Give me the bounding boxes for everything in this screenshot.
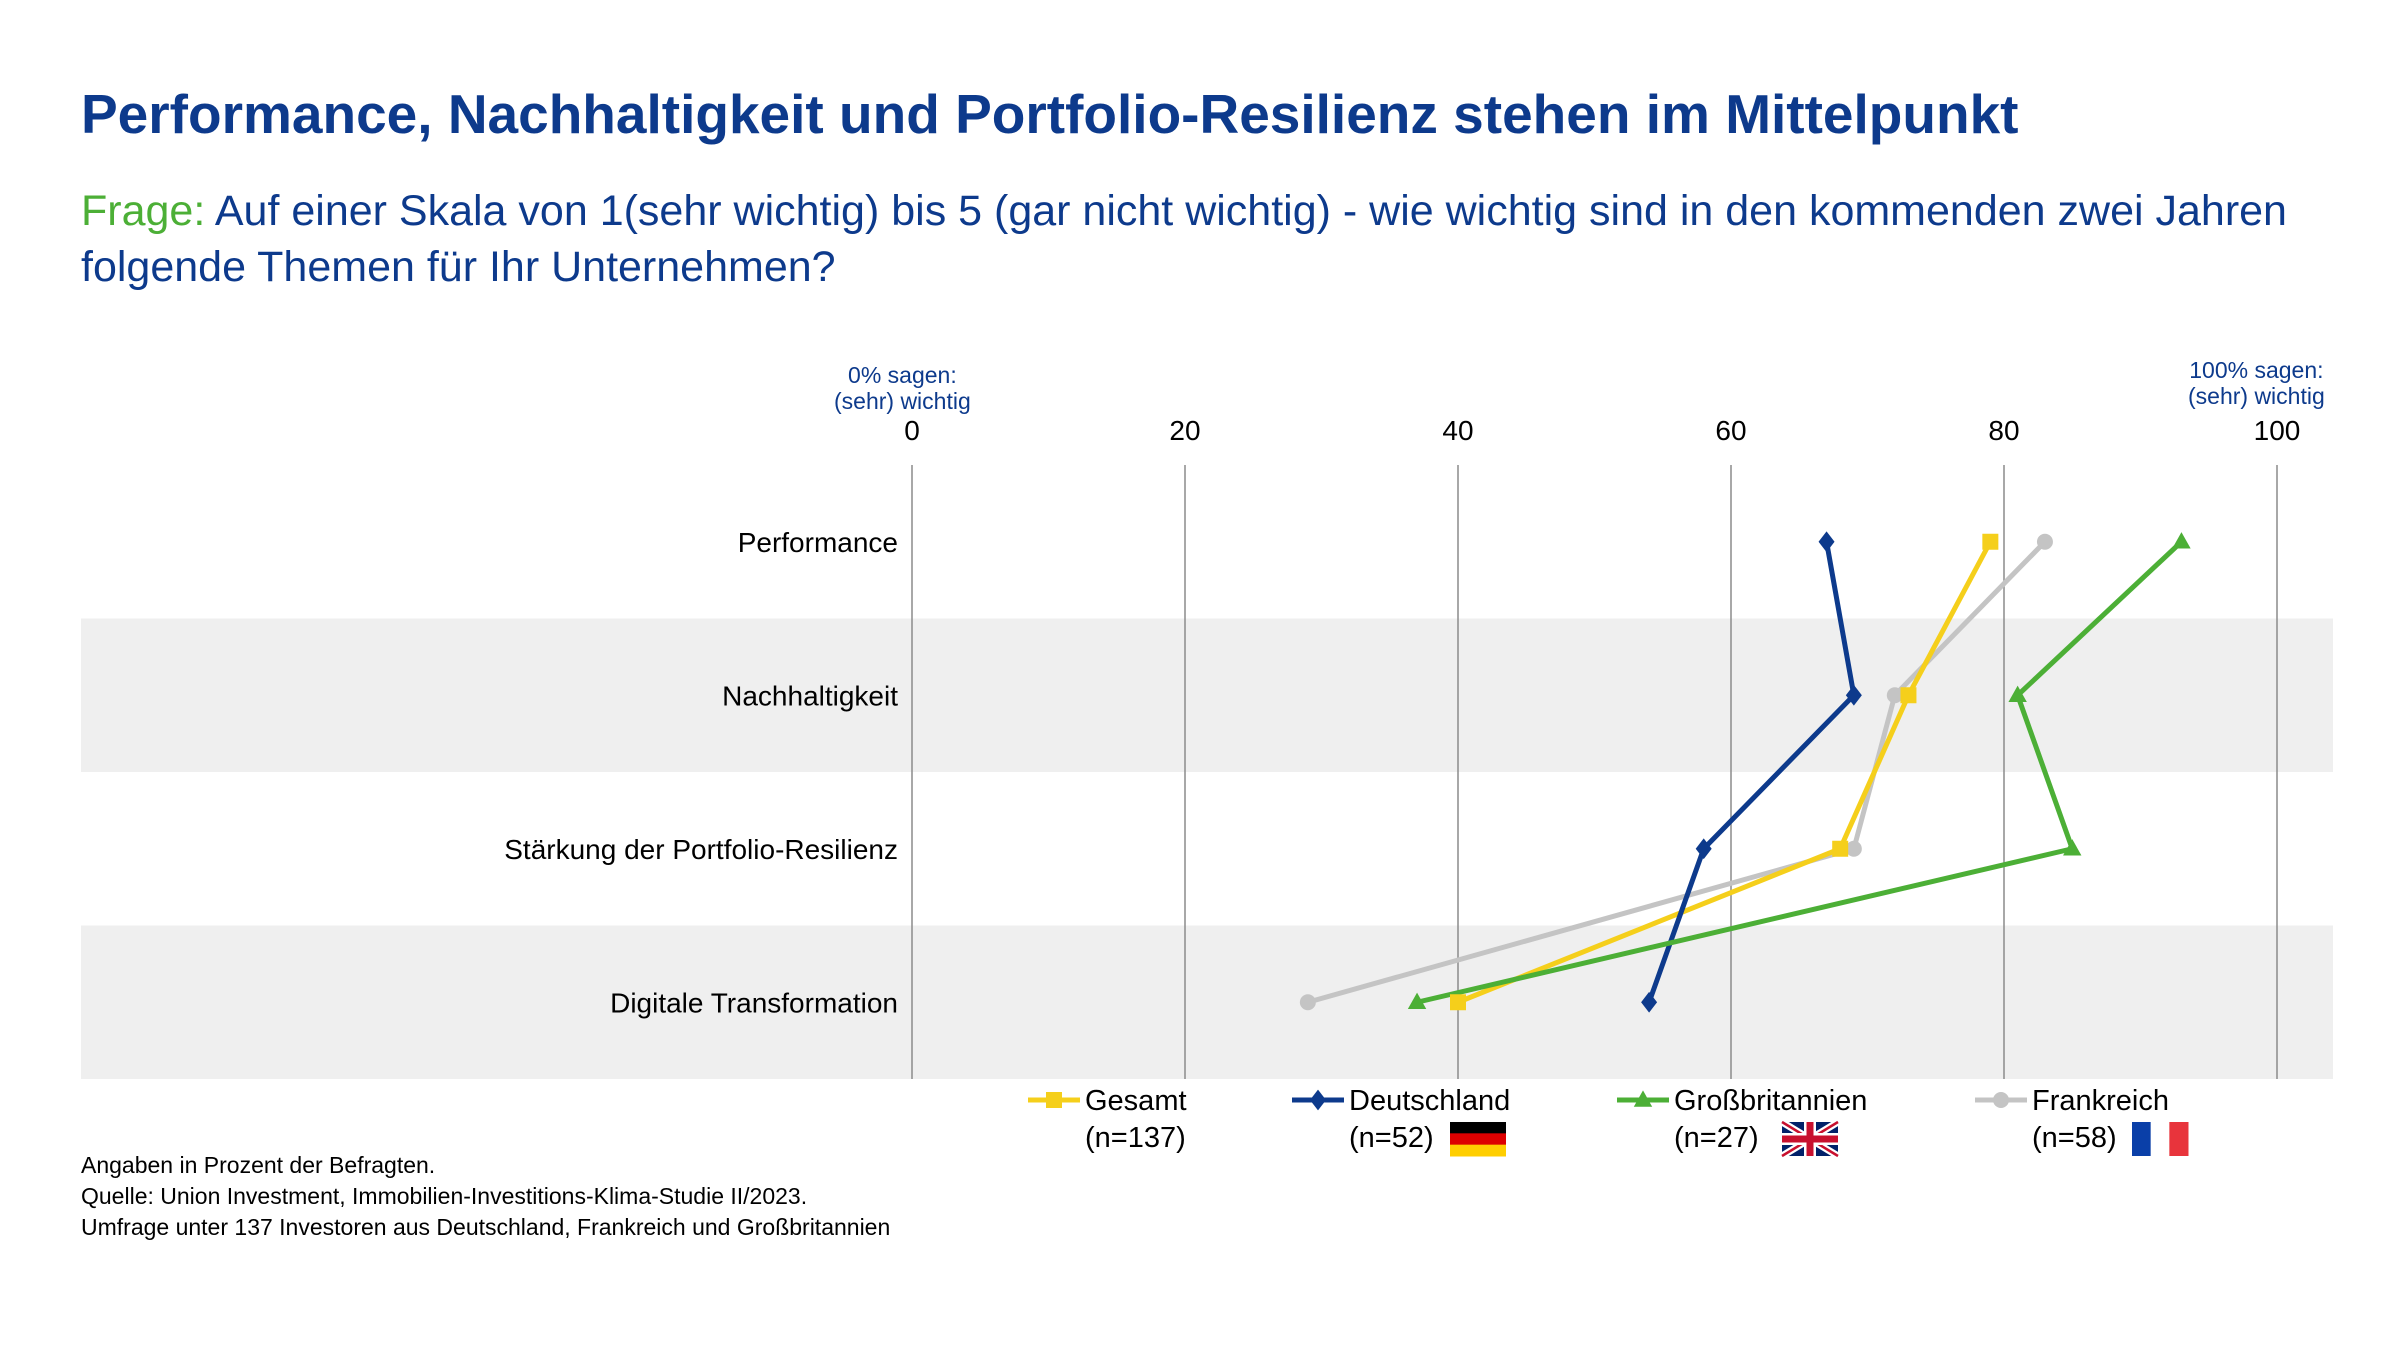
data-point [2008, 685, 2027, 703]
survey-question: Frage: Auf einer Skala von 1(sehr wichti… [81, 183, 2331, 295]
data-point [1886, 687, 1903, 704]
axis-note-right-line2: (sehr) wichtig [2188, 383, 2325, 409]
legend-marker [1993, 1092, 2009, 1108]
x-tick-label: 0 [904, 415, 920, 446]
data-point [1845, 684, 1862, 706]
legend-n-label: (n=137) [1085, 1122, 1186, 1154]
axis-note-left-line1: 0% sagen: [848, 362, 957, 388]
legend-marker [1633, 1090, 1653, 1107]
axis-note-right-line1: 100% sagen: [2189, 357, 2324, 383]
uk-flag [1780, 1119, 1840, 1159]
germany-flag [1450, 1122, 1506, 1157]
category-band [81, 618, 2333, 772]
category-label: Nachhaltigkeit [722, 680, 898, 711]
data-point [1299, 994, 1316, 1011]
legend-label: Großbritannien [1674, 1085, 1867, 1117]
x-tick-label: 100 [2254, 415, 2301, 446]
legend-marker [1046, 1092, 1062, 1108]
data-point [1407, 992, 1427, 1010]
footnote-line: Quelle: Union Investment, Immobilien-Inv… [81, 1183, 808, 1209]
category-band [81, 925, 2333, 1079]
legend-n-label: (n=58) [2032, 1122, 2117, 1154]
axis-note-left-line2: (sehr) wichtig [834, 388, 971, 414]
legend-label: Gesamt [1085, 1085, 1187, 1117]
series-line [1416, 539, 2184, 1005]
x-tick-label: 20 [1169, 415, 1200, 446]
legend-label: Deutschland [1349, 1085, 1510, 1117]
legend-marker [1310, 1089, 1326, 1111]
category-label: Performance [738, 527, 898, 558]
page-title: Performance, Nachhaltigkeit und Portfoli… [81, 83, 2019, 145]
category-label: Stärkung der Portfolio-Resilienz [504, 834, 898, 865]
footnote-line: Angaben in Prozent der Befragten. [81, 1152, 436, 1178]
question-text: Auf einer Skala von 1(sehr wichtig) bis … [81, 187, 2287, 291]
data-point [2036, 533, 2053, 550]
category-label: Digitale Transformation [610, 987, 898, 1018]
legend-n-label: (n=27) [1674, 1122, 1759, 1154]
legend-label: Frankreich [2032, 1085, 2169, 1117]
legend-n-label: (n=52) [1349, 1122, 1434, 1154]
x-tick-label: 60 [1715, 415, 1746, 446]
axis-note-left: 0% sagen: (sehr) wichtig [834, 362, 971, 414]
data-point [1818, 531, 1835, 553]
series-line [1646, 541, 1857, 1004]
data-point [2172, 532, 2191, 549]
axis-note-right: 100% sagen: (sehr) wichtig [2188, 357, 2325, 409]
data-point [1832, 840, 1849, 857]
data-point [1845, 840, 1862, 857]
question-prefix: Frage: [81, 187, 206, 235]
france-flag [2132, 1122, 2189, 1156]
x-tick-label: 40 [1442, 415, 1473, 446]
data-point [2063, 839, 2082, 856]
series-line [1457, 540, 1993, 1005]
data-point [1900, 687, 1917, 704]
x-tick-label: 80 [1988, 415, 2019, 446]
data-point [1982, 533, 1999, 550]
data-point [1450, 994, 1466, 1011]
footnote-line: Umfrage unter 137 Investoren aus Deutsch… [81, 1214, 891, 1240]
data-point [1641, 991, 1658, 1013]
footnotes: Angaben in Prozent der Befragten. Quelle… [81, 1150, 890, 1243]
data-point [1695, 838, 1712, 860]
